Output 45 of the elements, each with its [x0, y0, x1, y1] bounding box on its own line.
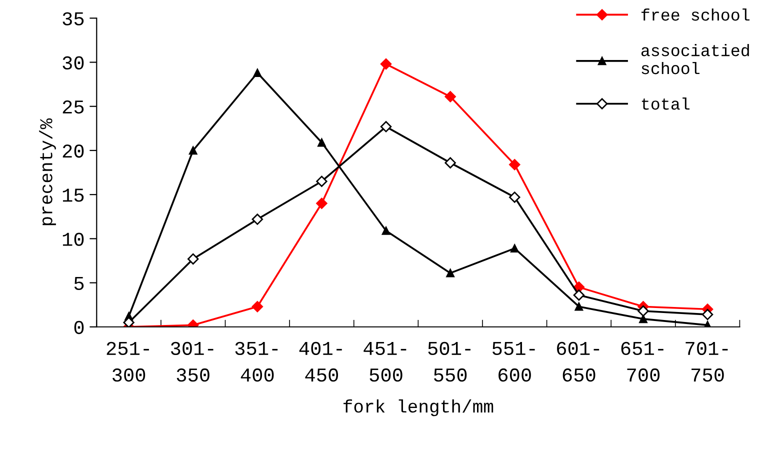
y-tick-label: 5	[74, 277, 84, 290]
point	[444, 91, 456, 102]
point	[316, 176, 328, 187]
point	[509, 192, 520, 203]
point	[573, 290, 585, 301]
point	[188, 253, 199, 265]
y-tick-label: 0	[74, 320, 84, 334]
point	[253, 68, 262, 78]
x-tick-label: 301- 350	[170, 342, 214, 382]
legend-label: free school	[642, 8, 750, 21]
point	[188, 146, 198, 155]
point	[639, 314, 648, 324]
y-tick-label: 30	[62, 56, 84, 70]
point	[638, 305, 649, 317]
point	[380, 58, 392, 70]
x-tick-label: 651- 700	[621, 342, 664, 382]
point	[252, 214, 264, 225]
point	[444, 157, 456, 168]
point	[702, 308, 714, 320]
point	[252, 300, 264, 312]
point	[510, 244, 519, 253]
x-tick-label: 351- 400	[235, 342, 278, 382]
x-tick-label: 601- 650	[557, 342, 600, 382]
y-tick-label: 35	[62, 12, 84, 26]
y-tick-label: 15	[62, 188, 84, 202]
y-tick-label: 10	[62, 232, 84, 246]
x-tick-label: 551- 600	[492, 342, 535, 382]
point	[380, 121, 392, 132]
point	[382, 226, 390, 235]
point	[509, 158, 520, 170]
legend-label: total	[642, 97, 690, 110]
legend-label: associatied school	[641, 44, 749, 74]
y-tick-label: 25	[62, 100, 84, 114]
x-tick-label: 401- 450	[299, 342, 342, 382]
x-tick-label: 701- 750	[686, 342, 728, 382]
x-tick-label: 451- 500	[364, 342, 406, 382]
y-axis-title: precenty/%	[39, 118, 56, 226]
point	[316, 198, 328, 209]
point	[318, 138, 326, 147]
x-axis-title: fork length/mm	[344, 399, 494, 416]
point	[574, 302, 584, 311]
y-tick-label: 20	[62, 144, 84, 158]
point	[446, 268, 454, 278]
x-tick-label: 251- 300	[106, 342, 149, 382]
x-tick-label: 501- 550	[428, 342, 470, 382]
